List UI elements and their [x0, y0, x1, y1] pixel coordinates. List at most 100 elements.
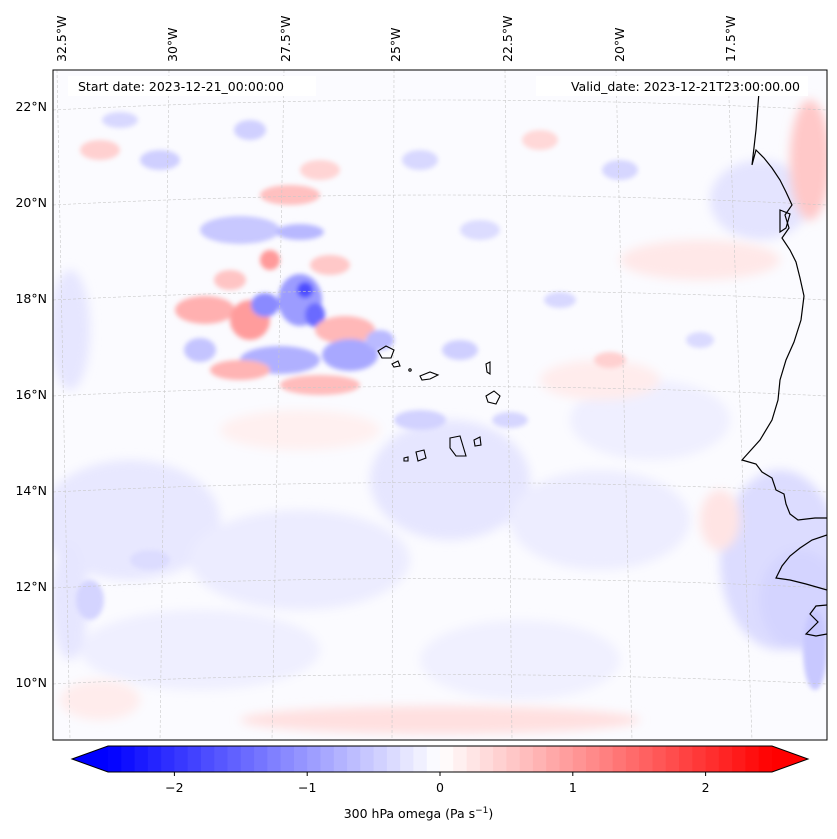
colorbar-tick-label: 1: [569, 780, 577, 795]
lat-label: 18°N: [15, 291, 47, 306]
colorbar-ticks: −2 −1 0 1 2: [165, 772, 710, 795]
graticule: [53, 70, 827, 740]
lon-label: 17.5°W: [723, 16, 738, 62]
island-boa-vista: [485, 390, 501, 405]
meridian: [56, 70, 71, 740]
island-sao-nicolau: [419, 371, 440, 381]
meridian: [271, 70, 285, 740]
colorbar-tick-label: −2: [165, 780, 183, 795]
parallel: [53, 482, 827, 493]
colorbar-band: [240, 746, 255, 772]
colorbar-band: [147, 746, 162, 772]
colorbar-outline: [70, 745, 810, 773]
colorbar-band: [200, 746, 215, 772]
start-date-label: Start date: 2023-12-21_00:00:00: [78, 79, 284, 94]
colorbar-band: [705, 746, 720, 772]
island-santiago: [449, 435, 467, 457]
coastline: [740, 91, 827, 637]
island-sao-vicente: [391, 360, 401, 368]
colorbar-band: [360, 746, 375, 772]
parallel: [53, 99, 827, 111]
island-santa-luzia: [408, 368, 412, 372]
lat-label: 14°N: [15, 483, 47, 498]
lon-label: 25°W: [388, 27, 403, 62]
colorbar-band: [559, 746, 574, 772]
colorbar-band: [307, 746, 322, 772]
lat-label: 12°N: [15, 579, 47, 594]
colorbar-band: [347, 746, 361, 772]
colorbar: −2 −1 0 1 2: [70, 745, 810, 795]
meridian: [159, 70, 170, 740]
lat-label: 20°N: [15, 195, 47, 210]
colorbar-band: [599, 746, 614, 772]
colorbar-band: [333, 746, 348, 772]
colorbar-tick-label: 2: [702, 780, 710, 795]
island-fogo: [415, 449, 427, 462]
colorbar-label-close: ): [488, 806, 494, 822]
colorbar-band: [586, 746, 600, 772]
colorbar-band: [267, 746, 282, 772]
omega-field: [53, 100, 827, 734]
colorbar-band: [227, 746, 242, 772]
colorbar-label-main: 300 hPa omega (Pa s: [343, 806, 476, 822]
colorbar-band: [665, 746, 680, 772]
guinea-bissau-coast: [804, 604, 827, 637]
colorbar-band: [546, 746, 561, 772]
colorbar-band: [293, 746, 308, 772]
omega-scattered-features: [76, 112, 827, 690]
colorbar-band: [187, 746, 202, 772]
colorbar-tick-label: −1: [298, 780, 316, 795]
colorbar-label-exponent: −1: [475, 806, 489, 816]
colorbar-band: [426, 746, 441, 772]
parallel: [53, 290, 827, 301]
valid-date-label: Valid_date: 2023-12-21T23:00:00.00: [571, 79, 800, 94]
lon-label: 30°W: [165, 27, 180, 62]
island-coast: [779, 209, 791, 234]
colorbar-band: [758, 746, 773, 772]
lon-label: 32.5°W: [54, 16, 69, 62]
colorbar-band: [386, 746, 401, 772]
map-frame: [52, 69, 828, 741]
parallel: [53, 386, 827, 397]
colorbar-band: [625, 746, 640, 772]
parallel: [53, 194, 827, 206]
colorbar-band: [493, 746, 507, 772]
island-brava: [403, 456, 409, 462]
colorbar-band: [572, 746, 587, 772]
omega-broad-descent: [60, 100, 827, 734]
latitude-labels: 22°N 20°N 18°N 16°N 14°N 12°N 10°N: [15, 99, 47, 690]
colorbar-band: [373, 746, 388, 772]
colorbar-band: [121, 746, 136, 772]
africa-coastline: [740, 91, 827, 521]
colorbar-band: [718, 746, 733, 772]
meridian: [391, 70, 395, 740]
island-sal: [485, 361, 491, 376]
omega-convective-cluster: [175, 185, 394, 395]
valid-date-box: [536, 76, 808, 96]
colorbar-extend-max: [772, 746, 808, 772]
lon-label: 22.5°W: [500, 16, 515, 62]
colorbar-band: [108, 746, 122, 772]
omega-broad-ascent: [53, 160, 827, 700]
colorbar-band: [506, 746, 521, 772]
colorbar-band: [612, 746, 627, 772]
meridian: [615, 70, 633, 740]
colorbar-band: [532, 746, 547, 772]
gambia-coast: [775, 534, 827, 591]
meridian: [727, 70, 753, 740]
colorbar-band: [254, 746, 268, 772]
colorbar-tick-label: 0: [436, 780, 444, 795]
colorbar-band: [639, 746, 654, 772]
colorbar-band: [161, 746, 175, 772]
colorbar-extend-min: [72, 746, 108, 772]
colorbar-band: [479, 746, 494, 772]
colorbar-band: [519, 746, 534, 772]
island-santo-antao: [377, 345, 395, 359]
colorbar-band: [692, 746, 707, 772]
parallel: [53, 674, 827, 685]
colorbar-band: [214, 746, 229, 772]
lon-label: 27.5°W: [278, 16, 293, 62]
parallel: [53, 578, 827, 589]
colorbar-band: [320, 746, 335, 772]
colorbar-band: [453, 746, 468, 772]
